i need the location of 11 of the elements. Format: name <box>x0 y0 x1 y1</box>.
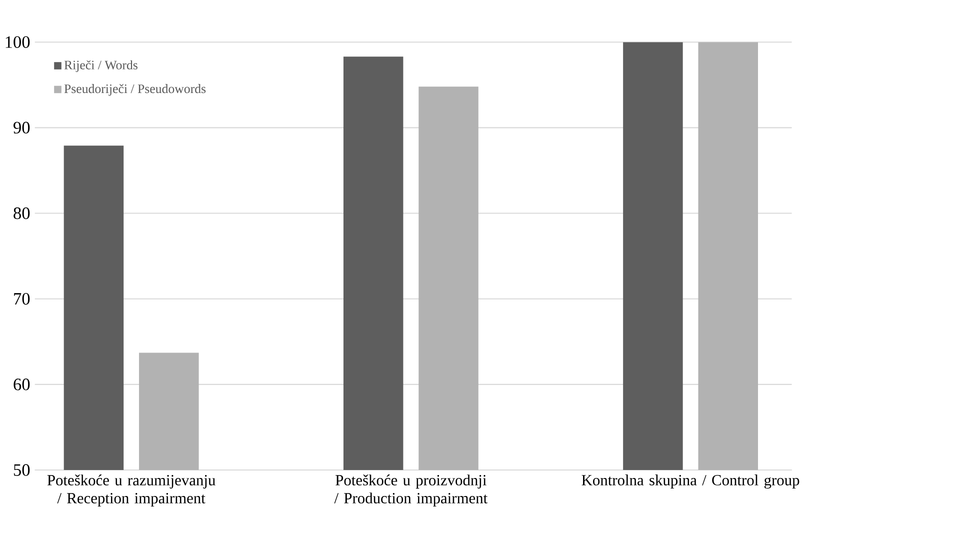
x-tick-label: Kontrolna skupina / Control group <box>582 474 800 489</box>
y-tick-label: 50 <box>14 464 30 476</box>
y-tick-label: 100 <box>6 36 30 48</box>
y-tick-label: 80 <box>14 208 30 220</box>
legend-label: Riječi / Words <box>64 60 138 72</box>
y-tick-label: 90 <box>14 122 30 134</box>
x-tick-label: Poteškoće u proizvodnji / Production impairment <box>334 474 488 507</box>
legend-label: Pseudoriječi / Pseudowords <box>64 84 206 96</box>
y-tick-label: 70 <box>14 293 30 305</box>
x-tick-label: Poteškoće u razumijevanju / Reception impairment <box>47 474 216 507</box>
y-tick-label: 60 <box>14 378 30 390</box>
